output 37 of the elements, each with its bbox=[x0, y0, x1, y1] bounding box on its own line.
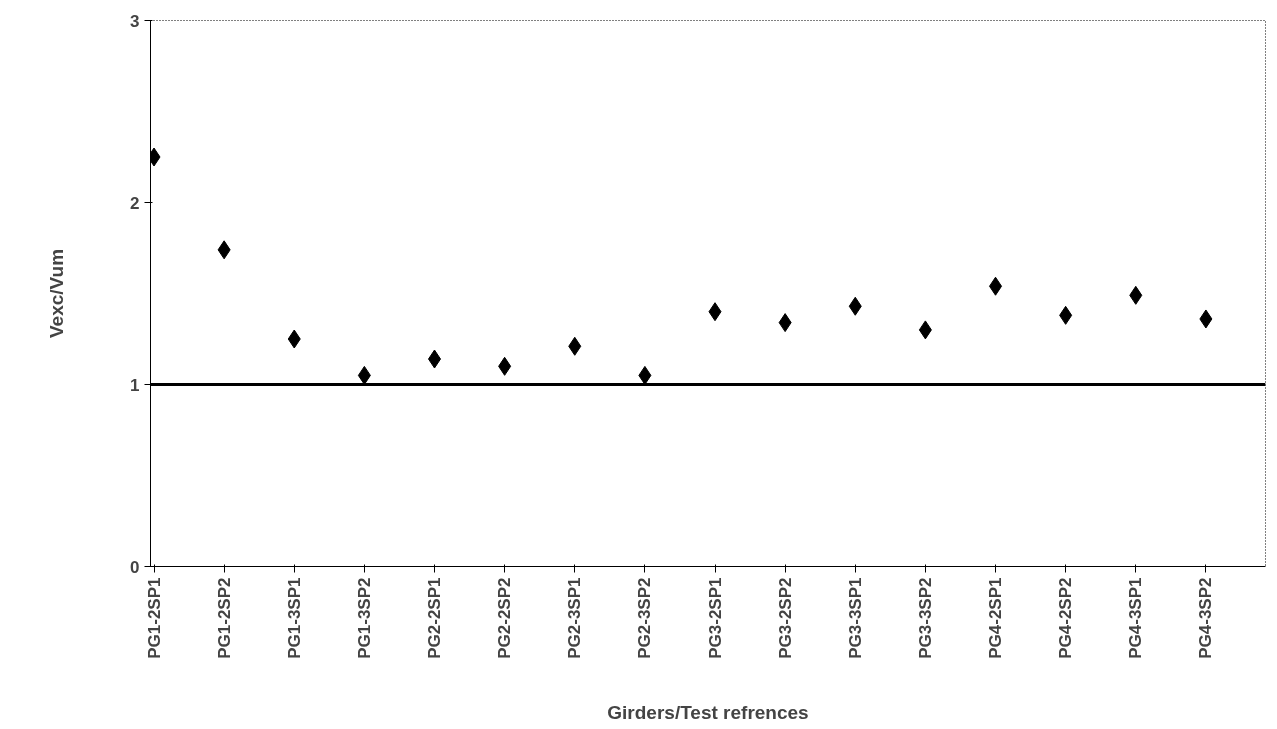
point bbox=[778, 313, 792, 333]
point bbox=[498, 356, 512, 376]
x-tick-label: PG3-2SP2 bbox=[775, 577, 795, 659]
x-tick-label: PG2-2SP2 bbox=[495, 577, 515, 659]
x-tick-label: PG4-2SP1 bbox=[986, 577, 1006, 659]
point bbox=[848, 296, 862, 316]
x-tick-label: PG1-2SP1 bbox=[144, 577, 164, 659]
point bbox=[1199, 309, 1213, 329]
point bbox=[217, 240, 231, 260]
x-tick-label: PG3-2SP1 bbox=[705, 577, 725, 659]
x-tick-label: PG3-3SP1 bbox=[845, 577, 865, 659]
point bbox=[287, 329, 301, 349]
point bbox=[357, 365, 371, 385]
y-tick-label: 1 bbox=[130, 375, 140, 395]
y-tick-label: 0 bbox=[130, 557, 140, 577]
x-tick-label: PG1-2SP2 bbox=[214, 577, 234, 659]
point bbox=[428, 349, 442, 369]
x-tick-label: PG4-3SP2 bbox=[1196, 577, 1216, 659]
y-tick-label: 3 bbox=[130, 11, 140, 31]
x-tick-label: PG2-3SP1 bbox=[565, 577, 585, 659]
point bbox=[708, 302, 722, 322]
x-tick-label: PG2-3SP2 bbox=[635, 577, 655, 659]
point bbox=[918, 320, 932, 340]
point bbox=[568, 336, 582, 356]
point bbox=[1129, 285, 1143, 305]
y-tick-label: 2 bbox=[130, 193, 140, 213]
y-axis-title: Vexc/Vum bbox=[46, 248, 68, 339]
x-axis-title: Girders/Test refrences bbox=[607, 701, 809, 723]
x-tick-label: PG2-2SP1 bbox=[425, 577, 445, 659]
x-tick-label: PG4-2SP2 bbox=[1056, 577, 1076, 659]
point bbox=[638, 365, 652, 385]
x-tick-label: PG3-3SP2 bbox=[915, 577, 935, 659]
x-tick-label: PG1-3SP1 bbox=[284, 577, 304, 659]
x-tick-label: PG4-3SP1 bbox=[1126, 577, 1146, 659]
point bbox=[1059, 305, 1073, 325]
point bbox=[989, 276, 1003, 296]
x-tick-label: PG1-3SP2 bbox=[354, 577, 374, 659]
